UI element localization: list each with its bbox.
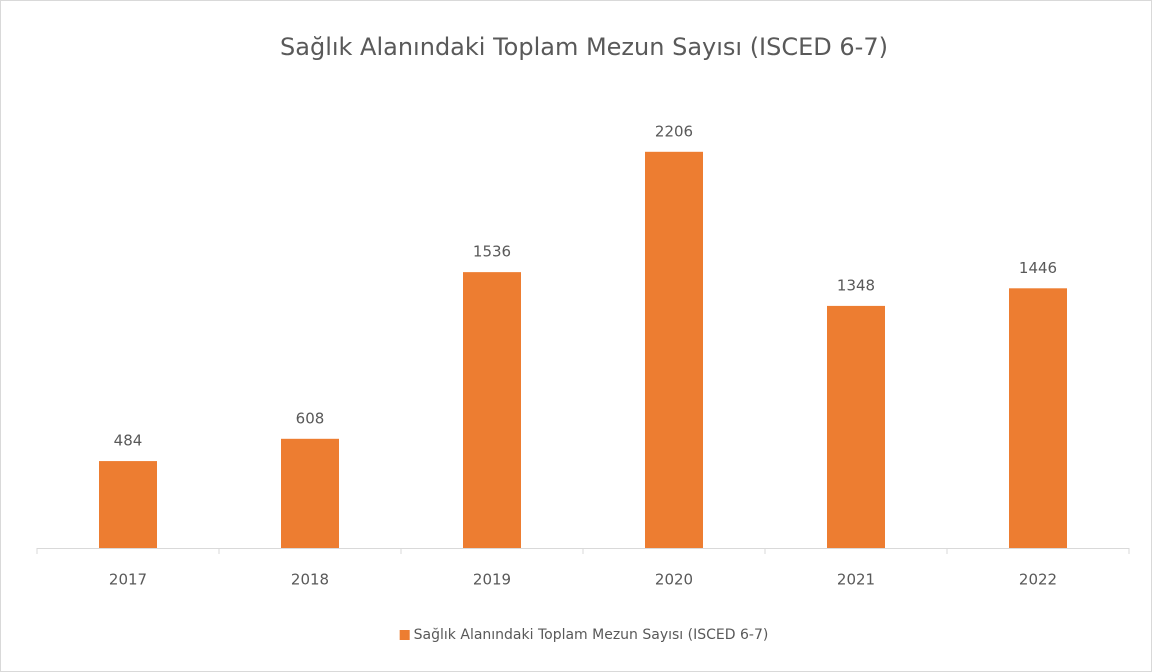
x-tick-label: 2017: [109, 571, 147, 589]
bar: [827, 305, 885, 548]
chart-title: Sağlık Alanındaki Toplam Mezun Sayısı (I…: [280, 33, 888, 61]
legend-label: Sağlık Alanındaki Toplam Mezun Sayısı (I…: [414, 627, 769, 643]
data-label: 484: [114, 432, 143, 450]
bar: [645, 151, 703, 548]
x-tick-label: 2018: [291, 571, 329, 589]
data-label: 1446: [1019, 259, 1057, 277]
legend-swatch: [399, 630, 410, 640]
bar: [1009, 288, 1067, 548]
data-label: 608: [296, 409, 325, 427]
x-tick-label: 2022: [1019, 571, 1057, 589]
data-label: 1348: [837, 276, 875, 294]
x-tick-label: 2021: [837, 571, 875, 589]
x-tick-label: 2019: [473, 571, 511, 589]
data-label: 1536: [473, 243, 511, 261]
bar: [463, 272, 521, 548]
data-label: 2206: [655, 122, 693, 140]
x-tick-label: 2020: [655, 571, 693, 589]
bar: [281, 438, 339, 548]
bar: [99, 461, 157, 548]
